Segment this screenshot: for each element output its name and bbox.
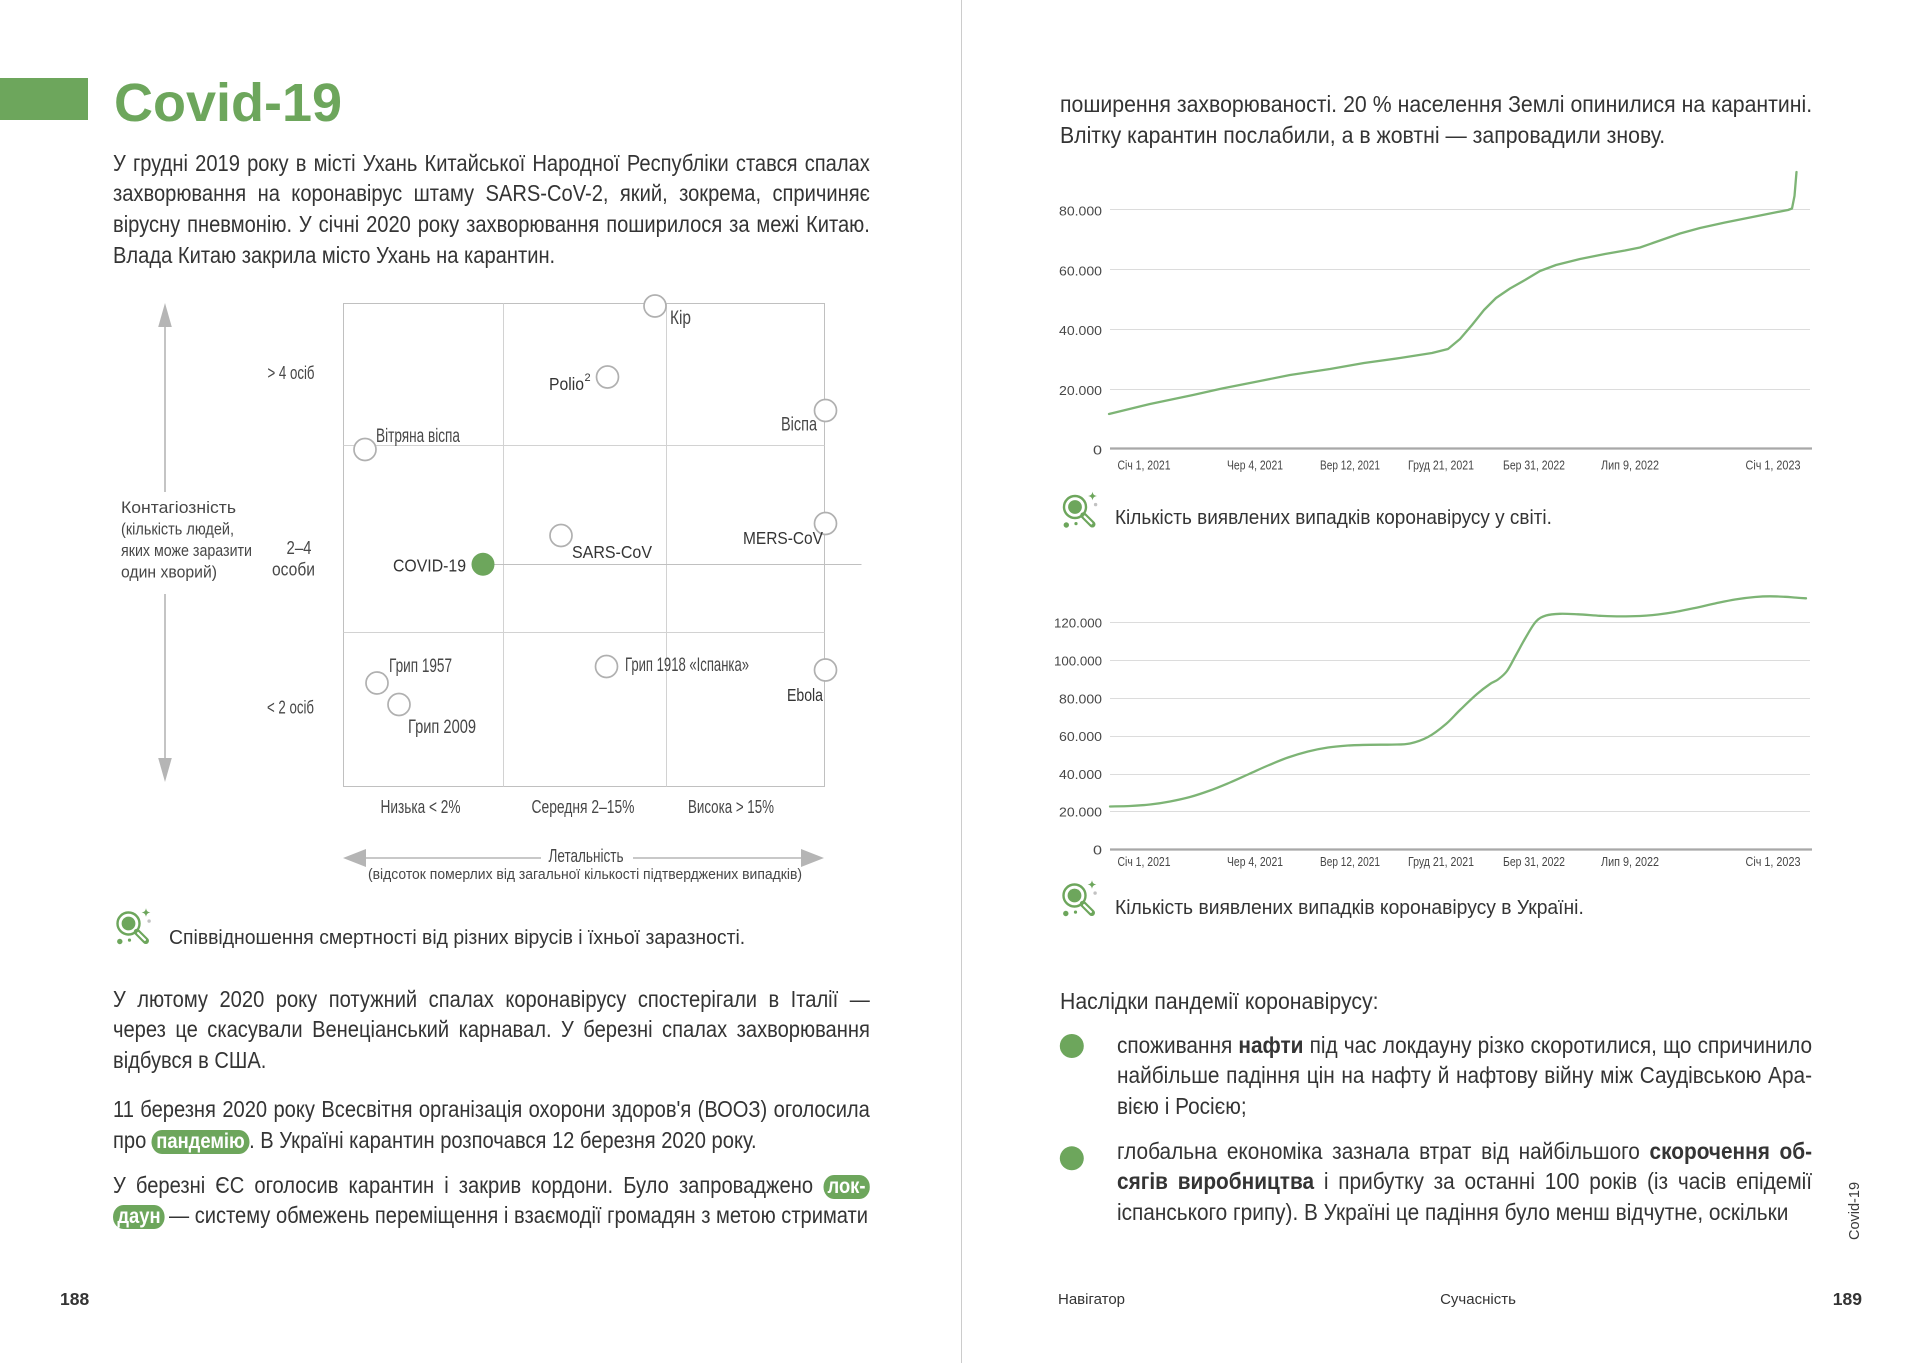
svg-text:2: 2 xyxy=(585,372,591,384)
svg-text:Ebola: Ebola xyxy=(787,685,823,705)
svg-text:Низька < 2%: Низька < 2% xyxy=(381,797,461,817)
svg-text:> 4 осіб: > 4 осіб xyxy=(268,363,315,383)
svg-text:Лип 9, 2022: Лип 9, 2022 xyxy=(1601,854,1659,869)
svg-text:Груд 21, 2021: Груд 21, 2021 xyxy=(1408,458,1474,473)
svg-text:Віспа: Віспа xyxy=(781,415,817,436)
svg-text:40.000: 40.000 xyxy=(1059,767,1102,782)
svg-text:2–4: 2–4 xyxy=(287,538,312,558)
svg-text:80.000: 80.000 xyxy=(1059,691,1102,706)
svg-text:Вітряна віспа: Вітряна віспа xyxy=(376,426,460,447)
svg-text:20.000: 20.000 xyxy=(1059,805,1102,820)
svg-text:Грип 1918 «Іспанка»: Грип 1918 «Іспанка» xyxy=(625,655,749,676)
svg-text:MERS-CoV: MERS-CoV xyxy=(743,528,823,548)
svg-text:Грип 1957: Грип 1957 xyxy=(389,656,452,677)
svg-text:Середня 2–15%: Середня 2–15% xyxy=(532,797,635,817)
svg-text:Груд 21, 2021: Груд 21, 2021 xyxy=(1408,854,1474,869)
svg-text:Бер 31, 2022: Бер 31, 2022 xyxy=(1503,458,1565,473)
svg-text:Вер 12, 2021: Вер 12, 2021 xyxy=(1320,458,1380,473)
svg-text:60.000: 60.000 xyxy=(1059,729,1102,744)
svg-text:Кір: Кір xyxy=(670,308,691,329)
svg-text:80.000: 80.000 xyxy=(1059,204,1102,219)
svg-text:Polio: Polio xyxy=(549,374,584,394)
svg-text:Січ 1, 2023: Січ 1, 2023 xyxy=(1746,458,1801,473)
svg-text:Чер 4, 2021: Чер 4, 2021 xyxy=(1227,458,1283,473)
svg-text:Летальність: Летальність xyxy=(549,846,624,866)
svg-text:Лип 9, 2022: Лип 9, 2022 xyxy=(1601,458,1659,473)
svg-text:Січ 1, 2021: Січ 1, 2021 xyxy=(1118,458,1171,473)
svg-text:0: 0 xyxy=(1093,443,1102,458)
svg-text:(кількість людей,: (кількість людей, xyxy=(121,521,234,539)
svg-text:120.000: 120.000 xyxy=(1054,616,1102,631)
svg-text:Контагіозність: Контагіозність xyxy=(121,499,236,517)
svg-text:Чер 4, 2021: Чер 4, 2021 xyxy=(1227,854,1283,869)
svg-text:< 2 осіб: < 2 осіб xyxy=(267,698,314,718)
svg-text:Бер 31, 2022: Бер 31, 2022 xyxy=(1503,854,1565,869)
svg-text:Вер 12, 2021: Вер 12, 2021 xyxy=(1320,854,1380,869)
svg-text:яких може заразити: яких може заразити xyxy=(121,542,252,560)
svg-text:20.000: 20.000 xyxy=(1059,383,1102,398)
svg-text:Висока > 15%: Висока > 15% xyxy=(688,797,774,817)
svg-text:Січ 1, 2021: Січ 1, 2021 xyxy=(1118,854,1171,869)
svg-text:60.000: 60.000 xyxy=(1059,263,1102,278)
svg-text:SARS-CoV: SARS-CoV xyxy=(572,542,652,562)
svg-text:Грип 2009: Грип 2009 xyxy=(408,717,476,738)
svg-text:0: 0 xyxy=(1093,843,1102,858)
svg-text:COVID-19: COVID-19 xyxy=(393,556,466,576)
svg-text:один хворий): один хворий) xyxy=(121,564,217,582)
svg-text:Січ 1, 2023: Січ 1, 2023 xyxy=(1746,854,1801,869)
svg-text:40.000: 40.000 xyxy=(1059,323,1102,338)
svg-text:особи: особи xyxy=(272,560,315,580)
svg-text:100.000: 100.000 xyxy=(1054,654,1102,669)
svg-text:(відсоток померлих від загальн: (відсоток померлих від загальної кількос… xyxy=(368,866,802,883)
